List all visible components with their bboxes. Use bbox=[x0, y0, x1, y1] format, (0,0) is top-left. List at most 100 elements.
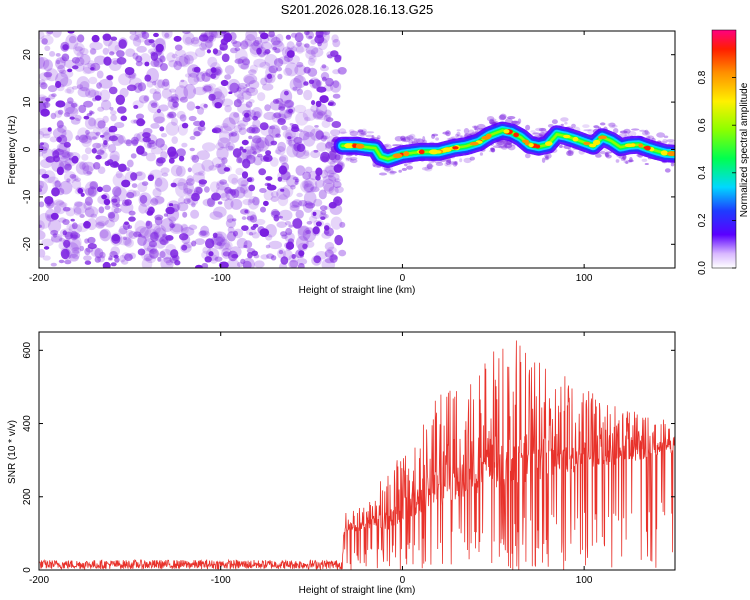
noise-speckle bbox=[241, 87, 250, 93]
noise-speckle bbox=[273, 214, 280, 222]
track-halo-speckle bbox=[545, 154, 549, 159]
noise-speckle bbox=[287, 108, 294, 114]
noise-speckle bbox=[157, 256, 162, 262]
noise-speckle bbox=[48, 218, 62, 233]
noise-speckle bbox=[135, 113, 145, 120]
noise-speckle bbox=[109, 161, 120, 168]
noise-speckle bbox=[304, 116, 311, 122]
noise-speckle bbox=[67, 152, 74, 157]
noise-speckle bbox=[139, 120, 146, 125]
noise-speckle bbox=[150, 102, 158, 108]
noise-speckle bbox=[215, 163, 221, 168]
noise-speckle bbox=[122, 252, 130, 260]
noise-speckle bbox=[176, 148, 186, 158]
noise-speckle bbox=[234, 58, 244, 64]
noise-speckle bbox=[196, 150, 210, 161]
noise-speckle bbox=[104, 205, 111, 210]
track-halo-speckle bbox=[376, 135, 381, 140]
track-halo-speckle bbox=[338, 128, 347, 135]
noise-speckle bbox=[110, 114, 117, 122]
noise-speckle bbox=[39, 152, 44, 157]
noise-speckle bbox=[54, 110, 63, 118]
noise-speckle bbox=[113, 207, 122, 214]
noise-speckle bbox=[53, 205, 62, 214]
noise-speckle bbox=[202, 246, 212, 254]
noise-speckle bbox=[241, 90, 252, 100]
noise-speckle bbox=[150, 223, 161, 235]
signal-hotspot bbox=[592, 139, 601, 146]
noise-speckle bbox=[103, 56, 112, 66]
track-halo-speckle bbox=[615, 159, 620, 164]
noise-speckle bbox=[153, 32, 159, 38]
noise-speckle bbox=[101, 142, 108, 148]
noise-speckle bbox=[39, 180, 48, 195]
noise-speckle bbox=[240, 63, 249, 70]
noise-speckle bbox=[182, 31, 191, 35]
noise-speckle bbox=[242, 198, 253, 206]
noise-speckle bbox=[222, 251, 231, 257]
noise-speckle bbox=[221, 157, 228, 165]
noise-speckle bbox=[115, 94, 126, 106]
track-halo-speckle bbox=[398, 169, 403, 173]
noise-speckle bbox=[311, 100, 316, 106]
noise-speckle bbox=[277, 118, 286, 125]
noise-speckle bbox=[247, 252, 253, 259]
noise-speckle bbox=[312, 226, 320, 235]
noise-speckle bbox=[260, 206, 266, 213]
noise-speckle bbox=[135, 226, 149, 238]
noise-speckle bbox=[129, 34, 140, 41]
noise-speckle bbox=[168, 111, 177, 119]
noise-speckle bbox=[106, 75, 113, 80]
noise-speckle bbox=[126, 159, 134, 168]
noise-speckle bbox=[39, 31, 45, 40]
noise-speckle bbox=[297, 263, 305, 268]
noise-speckle bbox=[170, 93, 179, 101]
noise-speckle bbox=[141, 247, 155, 262]
noise-speckle bbox=[200, 71, 209, 77]
track-halo-speckle bbox=[571, 123, 576, 128]
noise-speckle bbox=[243, 240, 253, 249]
noise-speckle bbox=[296, 258, 308, 265]
noise-speckle bbox=[64, 163, 72, 171]
noise-speckle bbox=[39, 180, 45, 190]
noise-speckle bbox=[86, 171, 92, 175]
noise-speckle bbox=[264, 156, 270, 161]
noise-speckle bbox=[199, 230, 207, 236]
noise-speckle bbox=[278, 113, 287, 124]
noise-speckle bbox=[56, 83, 65, 92]
noise-speckle bbox=[109, 150, 120, 162]
noise-speckle bbox=[282, 184, 294, 198]
track-halo-speckle bbox=[442, 131, 450, 135]
noise-speckle bbox=[128, 210, 136, 216]
noise-speckle bbox=[86, 113, 93, 117]
noise-speckle bbox=[293, 136, 303, 144]
noise-speckle bbox=[145, 152, 156, 162]
noise-speckle bbox=[313, 198, 323, 207]
noise-speckle bbox=[164, 32, 170, 38]
noise-speckle bbox=[75, 161, 90, 175]
track-halo-speckle bbox=[593, 125, 600, 129]
signal-hotspot bbox=[667, 151, 675, 157]
noise-speckle bbox=[309, 128, 323, 141]
noise-speckle bbox=[191, 154, 200, 163]
noise-speckle bbox=[296, 192, 303, 198]
noise-speckle bbox=[77, 87, 91, 98]
noise-speckle bbox=[295, 111, 309, 126]
noise-speckle bbox=[284, 47, 295, 57]
noise-speckle bbox=[77, 34, 85, 43]
noise-speckle bbox=[316, 111, 328, 121]
track-halo-speckle bbox=[511, 120, 519, 124]
noise-speckle bbox=[305, 31, 314, 40]
noise-speckle bbox=[277, 73, 283, 80]
noise-speckle bbox=[315, 221, 322, 227]
noise-speckle bbox=[297, 242, 308, 252]
noise-speckle bbox=[233, 99, 242, 108]
noise-speckle bbox=[187, 167, 192, 173]
noise-speckle bbox=[216, 181, 229, 191]
signal-hotspot bbox=[403, 151, 410, 157]
noise-speckle bbox=[265, 244, 271, 249]
noise-speckle bbox=[244, 209, 249, 214]
spectrogram-ytick-label: 0 bbox=[22, 146, 33, 152]
track-halo-speckle bbox=[435, 162, 444, 167]
noise-speckle bbox=[166, 207, 180, 222]
